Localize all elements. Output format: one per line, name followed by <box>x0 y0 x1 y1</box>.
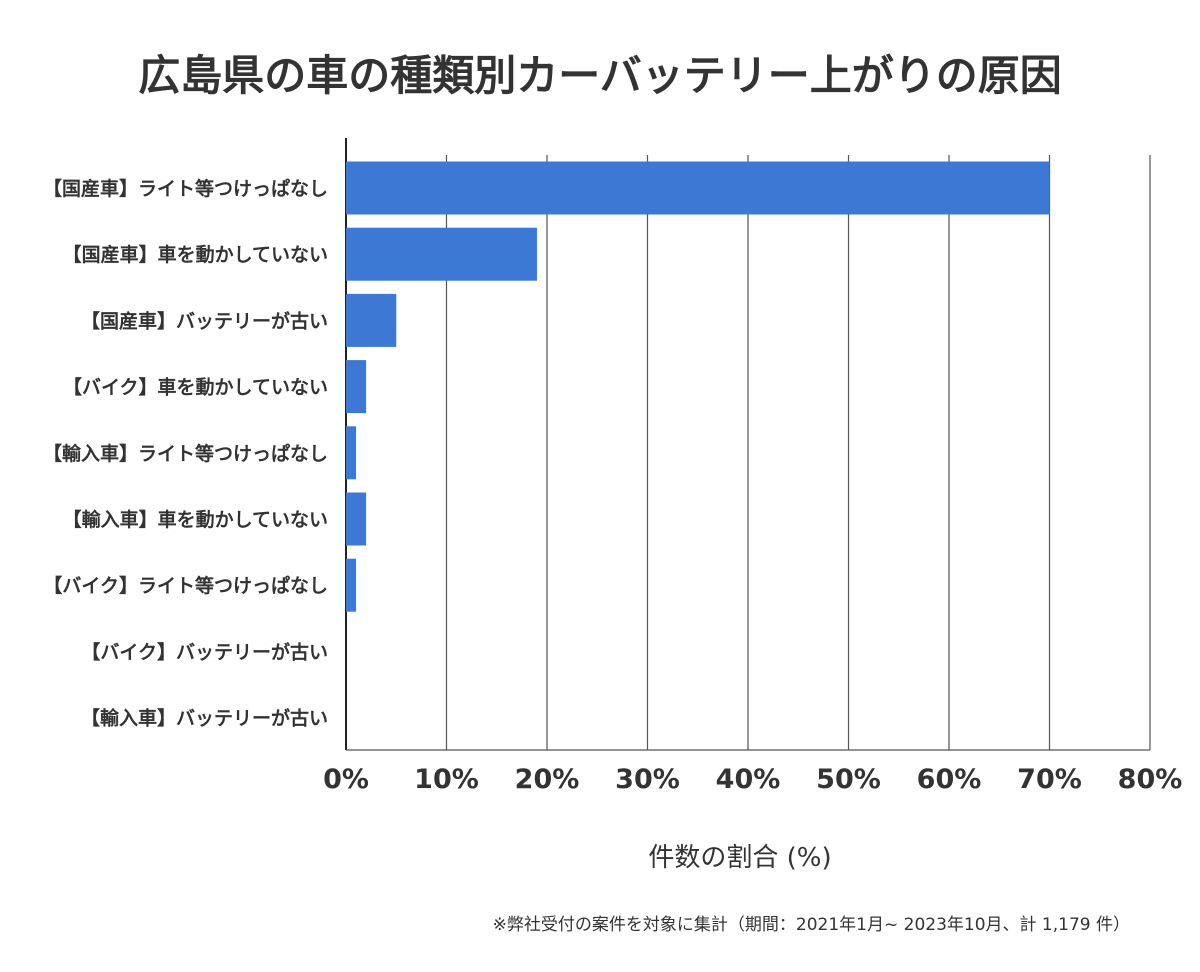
x-axis-label: 件数の割合 (%) <box>648 843 831 873</box>
bar <box>346 558 357 612</box>
category-label: 【国産車】ライト等つけっぱなし <box>43 177 328 200</box>
x-tick-label: 40% <box>716 764 781 795</box>
x-tick-label: 50% <box>816 764 881 795</box>
footnote: ※弊社受付の案件を対象に集計（期間：2021年1月~ 2023年10月、計 1,… <box>493 915 1130 935</box>
bar <box>346 293 397 347</box>
x-tick-label: 80% <box>1118 764 1183 795</box>
x-tick-label: 10% <box>414 764 479 795</box>
chart-title: 広島県の車の種類別カーバッテリー上がりの原因 <box>138 51 1062 100</box>
bar <box>346 161 1050 215</box>
category-label: 【国産車】車を動かしていない <box>63 243 328 266</box>
x-tick-label: 60% <box>917 764 982 795</box>
bar <box>346 227 537 281</box>
category-label: 【輸入車】車を動かしていない <box>63 508 328 531</box>
category-label: 【輸入車】ライト等つけっぱなし <box>43 442 328 465</box>
bar <box>346 492 367 546</box>
category-label: 【バイク】バッテリーが古い <box>81 640 328 663</box>
bars <box>346 161 1050 612</box>
x-tick-label: 70% <box>1017 764 1082 795</box>
category-label: 【国産車】バッテリーが古い <box>81 309 328 332</box>
bar <box>346 426 357 480</box>
x-tick-labels: 0% 10% 20% 30% 40% 50% 60% 70% 80% <box>323 764 1182 795</box>
x-tick-label: 30% <box>615 764 680 795</box>
category-label: 【バイク】車を動かしていない <box>63 376 328 399</box>
category-labels: 【国産車】ライト等つけっぱなし【国産車】車を動かしていない【国産車】バッテリーが… <box>43 177 328 730</box>
bar <box>346 360 367 414</box>
x-tick-label: 20% <box>515 764 580 795</box>
x-tick-label: 0% <box>323 764 369 795</box>
category-label: 【バイク】ライト等つけっぱなし <box>43 574 328 597</box>
category-label: 【輸入車】バッテリーが古い <box>81 707 328 730</box>
